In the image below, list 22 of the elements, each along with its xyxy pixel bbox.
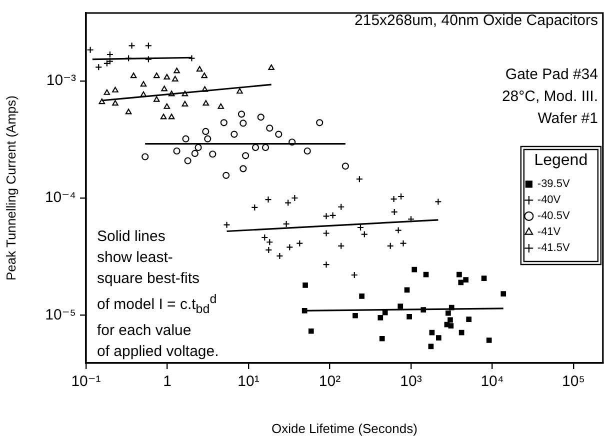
annotation: Wafer #1 <box>538 110 598 127</box>
x-tick-label: 10⁵ <box>562 373 585 390</box>
annotation: 28°C, Mod. III. <box>502 88 598 105</box>
legend-label: -39.5V <box>537 178 570 190</box>
legend-label: -41.5V <box>537 242 570 254</box>
legend-label: -40.5V <box>537 210 570 222</box>
y-tick-label: 10⁻⁵ <box>45 306 76 324</box>
legend-label: -41V <box>537 226 562 238</box>
y-axis-title: Peak Tunnelling Current (Amps) <box>3 96 18 280</box>
x-tick-label: 1 <box>163 373 172 390</box>
y-tick-label: 10⁻⁴ <box>44 189 76 206</box>
x-axis-title: Oxide Lifetime (Seconds) <box>271 420 418 436</box>
annotation: Gate Pad #34 <box>505 66 598 83</box>
x-tick-label: 10⁴ <box>480 373 504 390</box>
y-tick-label: 10⁻³ <box>46 72 76 90</box>
legend-title: Legend <box>534 152 588 169</box>
x-tick-label: 10² <box>318 373 341 390</box>
x-tick-label: 10¹ <box>238 373 260 390</box>
legend-label: -40V <box>537 194 562 206</box>
x-tick-label: 10³ <box>400 373 422 390</box>
annotation: 215x268um, 40nm Oxide Capacitors <box>354 12 598 29</box>
x-tick-label: 10⁻¹ <box>71 373 101 390</box>
